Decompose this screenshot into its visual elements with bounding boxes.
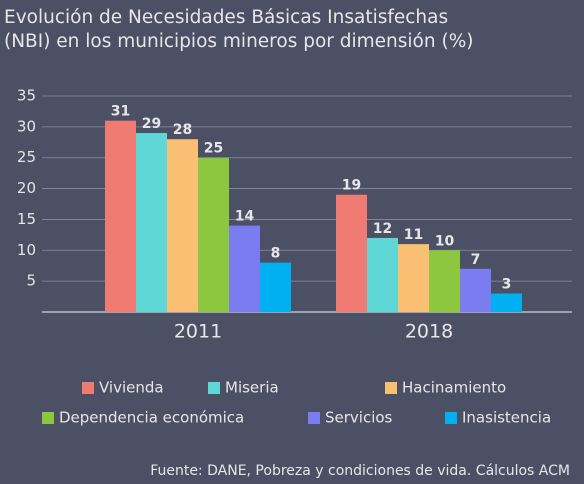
bar: [167, 139, 198, 312]
legend-swatch: [42, 412, 54, 424]
bar: [198, 157, 229, 312]
y-tick-label: 35: [17, 87, 36, 105]
legend-swatch: [308, 412, 320, 424]
source: Fuente: DANE, Pobreza y condiciones de v…: [150, 463, 570, 479]
bar: [229, 225, 260, 312]
legend-swatch: [82, 382, 94, 394]
legend-label: Inasistencia: [462, 409, 551, 427]
y-tick-label: 30: [17, 117, 36, 135]
bar: [336, 194, 367, 312]
bar: [260, 262, 291, 312]
y-tick-label: 15: [17, 210, 36, 228]
x-tick-label: 2018: [405, 321, 453, 343]
data-label: 29: [142, 116, 161, 132]
legend-label: Hacinamiento: [402, 379, 506, 397]
data-label: 8: [271, 246, 281, 262]
data-label: 10: [435, 233, 455, 249]
legend-swatch: [385, 382, 397, 394]
legend-swatch: [445, 412, 457, 424]
bar: [429, 250, 460, 312]
chart-title: Evolución de Necesidades Básicas Insatis…: [4, 7, 448, 28]
y-tick-label: 5: [26, 272, 36, 290]
data-label: 7: [471, 252, 481, 268]
legend-label: Vivienda: [99, 379, 164, 397]
y-tick-label: 10: [17, 241, 36, 259]
data-label: 28: [173, 122, 192, 138]
data-label: 11: [404, 227, 423, 243]
bar: [491, 293, 522, 312]
y-tick-label: 25: [17, 148, 36, 166]
legend-label: Dependencia económica: [59, 409, 244, 427]
legend-label: Servicios: [325, 409, 393, 427]
data-label: 19: [342, 178, 361, 194]
y-tick-label: 20: [17, 179, 36, 197]
legend-swatch: [208, 382, 220, 394]
data-label: 12: [373, 221, 392, 237]
bar: [398, 244, 429, 312]
data-label: 31: [111, 104, 130, 120]
bar: [105, 120, 136, 312]
bar: [460, 268, 491, 312]
legend-label: Miseria: [225, 379, 279, 397]
x-tick-label: 2011: [174, 321, 222, 343]
bar: [367, 237, 398, 312]
data-label: 14: [235, 209, 255, 225]
bar: [136, 133, 167, 312]
data-label: 25: [204, 141, 223, 157]
chart-title: (NBI) en los municipios mineros por dime…: [4, 31, 474, 52]
data-label: 3: [502, 276, 512, 292]
